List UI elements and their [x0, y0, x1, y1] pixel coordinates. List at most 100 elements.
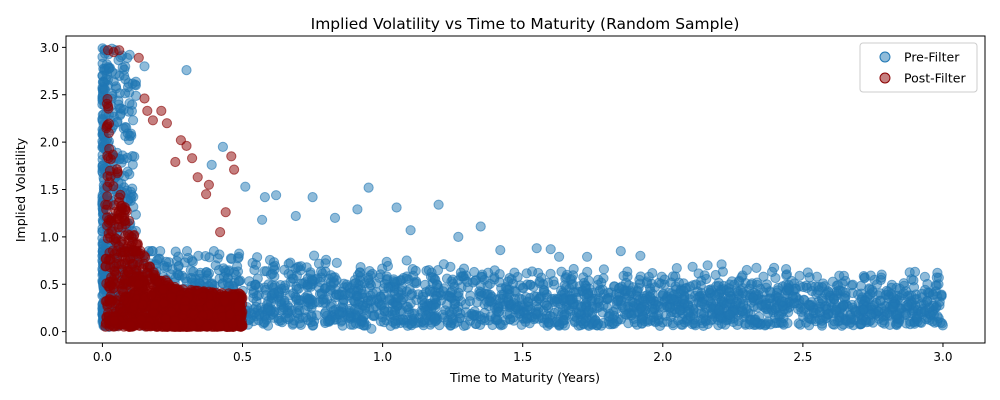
- pre-filter-point: [306, 274, 317, 285]
- pre-filter-point: [130, 90, 142, 102]
- pre-filter-point: [153, 253, 164, 264]
- post-filter-points: [100, 45, 248, 332]
- post-filter-point: [149, 299, 160, 311]
- post-filter-point: [111, 269, 122, 280]
- y-tick-label: 2.5: [40, 88, 59, 102]
- pre-filter-point: [876, 272, 887, 283]
- post-filter-point: [236, 318, 247, 329]
- pre-filter-point: [647, 303, 658, 314]
- pre-filter-point: [391, 202, 402, 213]
- pre-filter-point: [128, 115, 139, 126]
- post-filter-point: [197, 291, 208, 302]
- pre-filter-point: [388, 276, 399, 287]
- pre-filter-point: [626, 310, 637, 321]
- pre-filter-point: [107, 66, 118, 77]
- pre-filter-point: [740, 308, 751, 319]
- pre-filter-point: [534, 276, 545, 287]
- y-tick-label: 2.0: [40, 136, 59, 150]
- post-filter-point: [107, 245, 119, 256]
- pre-filter-point: [423, 265, 434, 276]
- post-filter-point: [104, 294, 115, 305]
- pre-filter-point: [252, 252, 263, 263]
- pre-filter-point: [102, 74, 114, 85]
- pre-filter-point: [932, 267, 943, 278]
- pre-filter-point: [354, 267, 365, 278]
- legend-marker-post-filter: [879, 72, 891, 84]
- pre-filter-point: [647, 268, 658, 279]
- pre-filter-point: [558, 294, 569, 305]
- pre-filter-point: [260, 290, 271, 301]
- pre-filter-point: [200, 251, 211, 262]
- pre-filter-point: [504, 273, 515, 284]
- post-filter-point: [233, 301, 244, 312]
- post-filter-point: [109, 315, 120, 326]
- pre-filter-point: [615, 246, 626, 257]
- pre-filter-point: [344, 310, 355, 321]
- post-filter-point: [227, 319, 238, 330]
- pre-filter-point: [349, 275, 360, 286]
- pre-filter-point: [455, 267, 466, 278]
- pre-filter-point: [406, 320, 417, 331]
- x-axis-label: Time to Maturity (Years): [449, 370, 600, 385]
- pre-filter-point: [279, 264, 290, 275]
- pre-filter-point: [475, 221, 486, 232]
- pre-filter-point: [765, 287, 776, 298]
- pre-filter-point: [664, 302, 676, 313]
- pre-filter-point: [421, 310, 432, 321]
- pre-filter-point: [186, 272, 197, 284]
- pre-filter-point: [671, 263, 682, 274]
- pre-filter-point: [291, 284, 302, 295]
- post-filter-point: [156, 105, 167, 117]
- pre-filter-point: [453, 287, 464, 298]
- pre-filter-point: [748, 292, 759, 303]
- pre-filter-point: [687, 261, 698, 272]
- post-filter-point: [226, 151, 237, 162]
- pre-filter-point: [173, 251, 184, 262]
- post-filter-point: [157, 284, 169, 295]
- pre-filter-point: [328, 272, 339, 283]
- pre-filter-point: [121, 122, 132, 133]
- pre-filter-point: [217, 141, 228, 152]
- y-tick-label: 3.0: [40, 41, 59, 55]
- pre-filter-point: [307, 192, 318, 203]
- pre-filter-point: [195, 267, 206, 278]
- pre-filter-point: [725, 309, 736, 320]
- pre-filter-point: [269, 271, 280, 282]
- post-filter-point: [139, 93, 150, 104]
- pre-filter-point: [271, 190, 282, 201]
- pre-filter-point: [329, 212, 341, 223]
- pre-filter-point: [829, 319, 840, 330]
- pre-filter-point: [593, 318, 604, 329]
- pre-filter-point: [401, 255, 412, 266]
- pre-filter-point: [758, 271, 769, 282]
- pre-filter-point: [633, 283, 644, 294]
- pre-filter-point: [567, 270, 579, 281]
- pre-filter-point: [304, 293, 315, 304]
- pre-filter-point: [375, 316, 386, 327]
- pre-filter-point: [573, 307, 585, 318]
- pre-filter-point: [554, 251, 565, 262]
- pre-filter-point: [604, 311, 615, 322]
- post-filter-point: [225, 309, 236, 320]
- post-filter-point: [118, 295, 130, 306]
- pre-filter-point: [891, 310, 903, 321]
- post-filter-point: [133, 52, 144, 63]
- post-filter-point: [166, 292, 177, 303]
- pre-filter-point: [477, 269, 488, 280]
- post-filter-point: [133, 278, 144, 289]
- legend: Pre-Filter Post-Filter: [859, 42, 978, 93]
- pre-filter-point: [364, 278, 375, 289]
- x-tick-label: 3.0: [933, 350, 952, 364]
- pre-filter-point: [580, 316, 591, 327]
- pre-filter-point: [696, 298, 707, 309]
- pre-filter-point: [725, 294, 737, 305]
- pre-filter-point: [305, 317, 316, 328]
- y-tick-label: 1.0: [40, 230, 59, 244]
- pre-filter-point: [485, 296, 496, 307]
- pre-filter-point: [413, 289, 424, 300]
- pre-filter-point: [113, 99, 124, 110]
- pre-filter-point: [582, 251, 593, 262]
- post-filter-point: [229, 164, 240, 175]
- post-filter-point: [109, 282, 120, 293]
